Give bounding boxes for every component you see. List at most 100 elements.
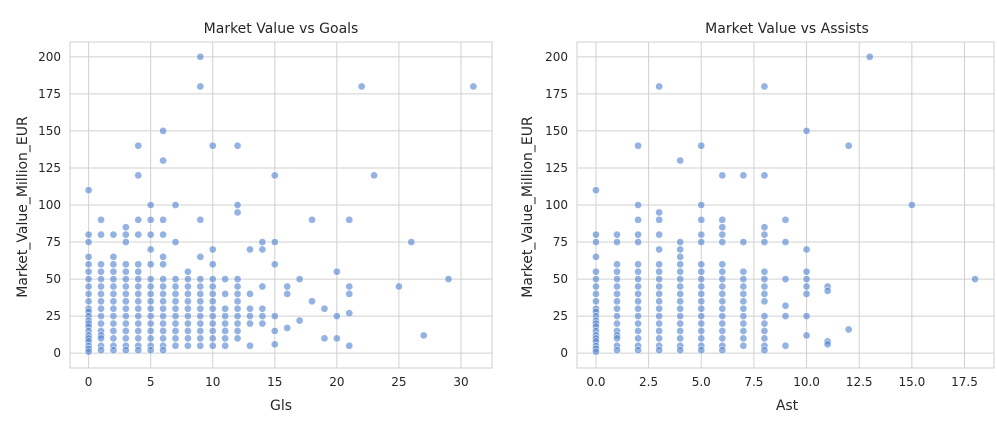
goals-point [84,230,93,239]
assists-point [634,282,642,291]
assists-point [739,304,748,313]
assists-point [676,245,685,254]
goals-point [122,346,130,355]
assists-point [760,223,769,232]
assists-point [760,282,769,291]
goals-point [345,290,354,298]
assists-x-tick-label: 15.0 [899,375,926,389]
assists-point [676,275,685,283]
assists-point [718,327,727,335]
goals-point [208,334,217,343]
assists-point [802,290,811,298]
assists-x-tick-label: 10.0 [793,375,820,389]
goals-point [84,267,93,276]
assists-points [592,52,979,356]
goals-point [97,230,105,239]
goals-point [109,297,118,306]
assists-point [613,319,621,328]
goals-point [221,334,229,343]
assists-point [676,327,685,335]
goals-point [84,290,93,298]
goals-point [134,282,143,291]
assists-point [676,290,685,298]
assists-point [718,267,727,276]
assists-point [676,260,685,269]
goals-point [122,223,130,232]
goals-point [270,312,279,320]
goals-point [146,260,155,269]
goals-point [333,334,341,343]
goals-x-tick-label: 30 [453,375,468,389]
assists-point [739,267,748,276]
goals-point [97,304,105,313]
assists-point [676,346,685,355]
assists-point [634,327,642,335]
goals-point [196,327,205,335]
assists-point [655,282,663,291]
assists-point [718,230,727,239]
assists-point [676,304,685,313]
goals-point [84,186,93,195]
goals-point [146,282,155,291]
assists-point [634,260,642,269]
goals-point [146,312,155,320]
assists-x-tick-label: 12.5 [846,375,873,389]
goals-point [109,230,118,239]
goals-point [84,297,93,306]
goals-point [345,282,354,291]
assists-point [634,319,642,328]
goals-point [159,304,167,313]
goals-point [109,327,118,335]
assists-point [613,297,621,306]
goals-point [208,245,217,254]
goals-point [221,304,229,313]
goals-point [333,312,341,320]
assists-point [655,260,663,269]
assists-x-tick-label: 7.5 [744,375,763,389]
assists-point [802,331,811,340]
goals-point [134,346,143,355]
goals-point [208,290,217,298]
assists-point [592,238,600,246]
goals-point [171,334,180,343]
assists-point [739,341,748,350]
assists-point [676,297,685,306]
goals-chart-title: Market Value vs Goals [204,21,359,37]
goals-point [97,290,105,298]
goals-point [320,334,329,343]
goals-point [159,346,167,355]
goals-point [171,238,180,246]
goals-point [134,267,143,276]
assists-point [802,275,811,283]
goals-point [97,346,105,355]
goals-point [345,309,354,318]
goals-point [233,201,242,209]
assists-point [697,346,706,355]
assists-point [592,282,600,291]
assists-point [613,312,621,320]
goals-point [295,316,304,325]
assists-point [760,230,769,239]
goals-point [109,346,118,355]
assists-point [634,297,642,306]
goals-x-ticks: 0 5 10 15 20 25 30 [85,375,469,389]
goals-point [134,260,143,269]
goals-grid [70,42,492,368]
assists-point [655,304,663,313]
assists-point [697,282,706,291]
assists-point [655,312,663,320]
goals-point [134,171,143,180]
goals-point [171,341,180,350]
assists-point [760,171,769,180]
goals-y-ticks: 0 25 50 75 100 125 150 175 200 [38,50,61,360]
assists-point [655,245,663,254]
goals-point [208,275,217,283]
assists-chart-title: Market Value vs Assists [705,21,869,37]
assists-y-tick-label: 75 [553,235,568,249]
goals-point [146,215,155,224]
assists-point [634,141,642,150]
assists-point [802,282,811,291]
assists-point [697,275,706,283]
goals-x-tick-label: 10 [205,375,220,389]
